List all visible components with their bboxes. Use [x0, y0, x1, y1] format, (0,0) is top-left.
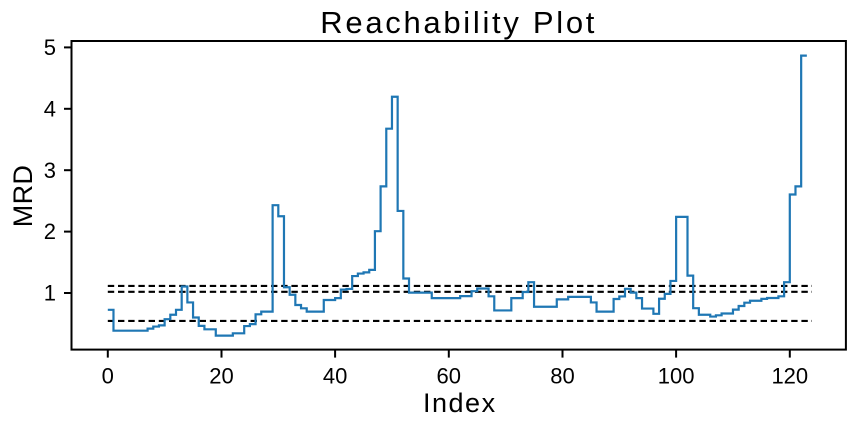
svg-text:80: 80 — [550, 363, 574, 388]
svg-text:5: 5 — [44, 35, 56, 60]
svg-text:Reachability Plot: Reachability Plot — [320, 5, 597, 40]
svg-text:4: 4 — [44, 96, 56, 121]
svg-text:3: 3 — [44, 158, 56, 183]
svg-text:40: 40 — [323, 363, 347, 388]
svg-text:120: 120 — [771, 363, 808, 388]
svg-text:Index: Index — [423, 388, 497, 418]
svg-text:100: 100 — [658, 363, 695, 388]
svg-text:MRD: MRD — [8, 165, 38, 227]
svg-text:1: 1 — [44, 281, 56, 306]
svg-text:20: 20 — [209, 363, 233, 388]
svg-text:2: 2 — [44, 219, 56, 244]
svg-text:0: 0 — [102, 363, 114, 388]
svg-text:60: 60 — [437, 363, 461, 388]
